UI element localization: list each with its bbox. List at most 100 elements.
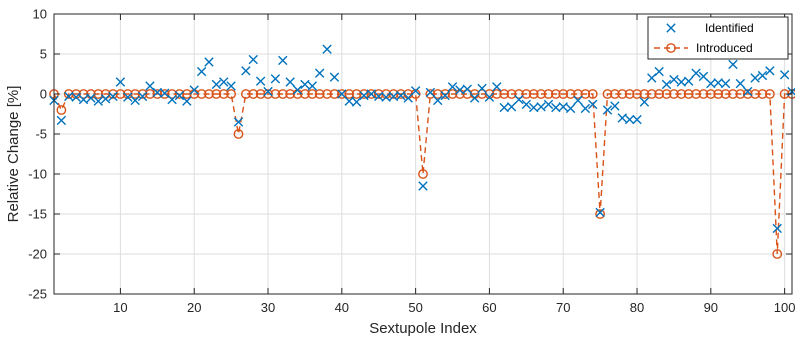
point-identified (565, 103, 576, 114)
point-identified (521, 99, 532, 110)
point-identified (698, 71, 709, 82)
point-identified (270, 74, 281, 84)
point-introduced (122, 89, 133, 99)
point-introduced (248, 89, 259, 99)
point-identified (447, 82, 458, 92)
point-identified (639, 97, 650, 107)
legend-marker-introduced (654, 43, 688, 53)
point-introduced (565, 89, 576, 99)
y-tick-label: -15 (28, 207, 47, 222)
point-introduced (440, 89, 451, 99)
point-identified (137, 91, 148, 102)
point-introduced (329, 89, 340, 99)
legend-o-marker (666, 43, 676, 53)
point-introduced (669, 89, 679, 99)
point-introduced (344, 89, 355, 99)
point-identified (573, 95, 583, 106)
point-introduced (418, 169, 428, 179)
point-identified (661, 79, 672, 90)
point-identified (204, 57, 214, 67)
point-introduced (514, 89, 524, 99)
point-identified (543, 99, 554, 110)
point-identified (580, 103, 591, 114)
point-identified (492, 82, 502, 92)
point-identified (78, 94, 89, 105)
point-introduced (108, 89, 118, 99)
point-identified (750, 73, 760, 83)
point-identified (219, 77, 229, 87)
point-identified (484, 92, 495, 102)
point-identified (462, 84, 472, 94)
point-identified (329, 72, 340, 82)
point-identified (477, 83, 487, 94)
legend-label-introduced: Introduced (696, 41, 753, 55)
point-identified (418, 181, 428, 191)
point-identified (440, 90, 450, 101)
point-identified (595, 207, 605, 218)
axes-box (53, 13, 793, 295)
point-identified (314, 68, 325, 78)
point-identified (735, 78, 746, 89)
point-introduced (573, 89, 583, 99)
point-introduced (705, 89, 716, 99)
point-introduced (226, 89, 237, 99)
y-tick-label: 5 (40, 47, 47, 62)
y-tick-label: -5 (35, 127, 47, 142)
point-identified (93, 96, 103, 106)
point-identified (300, 79, 310, 90)
point-identified (403, 93, 413, 103)
point-identified (359, 90, 369, 101)
point-introduced (174, 89, 185, 99)
point-identified (189, 85, 199, 95)
point-identified (558, 102, 568, 112)
y-tick-label: 0 (40, 87, 47, 102)
point-identified (654, 66, 664, 77)
point-introduced (240, 89, 251, 99)
point-identified (669, 74, 679, 85)
point-identified (226, 81, 236, 91)
point-identified (255, 76, 266, 86)
point-introduced (757, 89, 768, 99)
point-introduced (314, 89, 325, 99)
point-introduced (764, 89, 775, 99)
point-introduced (211, 89, 222, 99)
point-introduced (425, 89, 436, 99)
point-introduced (218, 89, 229, 99)
point-identified (617, 113, 627, 123)
point-identified (610, 101, 620, 111)
point-identified (100, 94, 111, 104)
point-introduced (432, 89, 443, 99)
point-identified (322, 44, 332, 54)
point-introduced (654, 89, 665, 99)
point-identified (115, 77, 126, 87)
point-introduced (580, 89, 591, 99)
point-introduced (536, 89, 546, 99)
point-introduced (713, 89, 724, 99)
point-identified (233, 117, 244, 127)
legend-label-identified: Identified (705, 21, 754, 35)
point-introduced (587, 89, 598, 99)
point-introduced (558, 89, 569, 99)
point-introduced (137, 89, 148, 99)
point-introduced (484, 89, 495, 99)
point-identified (720, 78, 731, 89)
point-introduced (550, 89, 561, 99)
point-introduced (277, 89, 288, 99)
y-axis-label: Relative Change [%] (5, 86, 22, 223)
point-introduced (595, 209, 606, 219)
point-introduced (159, 89, 170, 99)
point-identified (263, 86, 273, 97)
point-introduced (351, 89, 362, 99)
point-identified (396, 90, 406, 101)
point-introduced (167, 89, 177, 99)
point-identified (123, 92, 133, 102)
point-introduced (772, 249, 783, 259)
point-introduced (152, 89, 163, 99)
point-introduced (632, 89, 642, 99)
point-introduced (521, 89, 532, 99)
point-identified (108, 91, 118, 102)
point-introduced (609, 89, 620, 99)
x-tick-label: 100 (774, 300, 795, 315)
point-introduced (602, 89, 613, 99)
point-identified (772, 223, 782, 234)
